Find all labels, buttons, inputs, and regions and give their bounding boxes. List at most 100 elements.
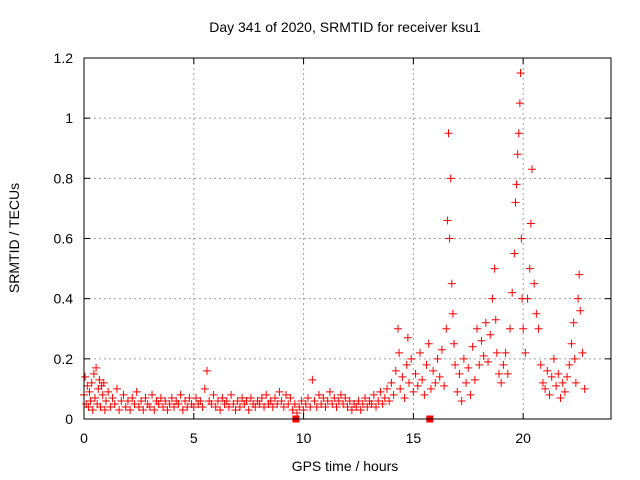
y-tick-label: 1 bbox=[65, 110, 73, 126]
data-marks bbox=[80, 69, 589, 423]
data-point bbox=[422, 360, 431, 369]
data-point bbox=[394, 324, 403, 333]
data-point bbox=[257, 393, 266, 402]
data-point bbox=[515, 99, 524, 108]
data-point bbox=[352, 402, 361, 411]
data-point bbox=[266, 396, 275, 405]
data-point bbox=[484, 357, 493, 366]
data-point bbox=[403, 333, 412, 342]
data-point bbox=[86, 396, 95, 405]
data-point bbox=[395, 348, 404, 357]
data-point bbox=[575, 270, 584, 279]
data-point bbox=[209, 390, 218, 399]
y-tick-label: 1.2 bbox=[54, 50, 74, 66]
data-point bbox=[464, 363, 473, 372]
data-point bbox=[372, 402, 381, 411]
axis-ticks bbox=[83, 57, 611, 420]
data-point bbox=[468, 342, 477, 351]
data-point bbox=[268, 402, 277, 411]
data-point bbox=[407, 354, 416, 363]
data-point bbox=[481, 318, 490, 327]
data-point bbox=[402, 360, 411, 369]
data-point bbox=[145, 402, 154, 411]
data-point bbox=[101, 396, 110, 405]
data-point bbox=[387, 378, 396, 387]
data-point bbox=[477, 336, 486, 345]
data-point bbox=[459, 354, 468, 363]
data-point bbox=[526, 219, 535, 228]
data-point bbox=[433, 354, 442, 363]
data-point bbox=[317, 399, 326, 408]
data-point bbox=[345, 396, 354, 405]
data-point bbox=[466, 390, 475, 399]
data-point bbox=[347, 405, 356, 414]
data-point bbox=[508, 288, 517, 297]
data-point bbox=[104, 387, 113, 396]
data-point bbox=[126, 405, 135, 414]
data-point bbox=[420, 390, 429, 399]
grid-lines bbox=[84, 58, 611, 419]
data-point bbox=[488, 294, 497, 303]
data-point bbox=[378, 399, 387, 408]
data-point bbox=[556, 393, 565, 402]
data-point bbox=[137, 396, 146, 405]
x-tick-label: 20 bbox=[515, 430, 531, 446]
data-point bbox=[119, 390, 128, 399]
data-point bbox=[323, 396, 332, 405]
data-point bbox=[578, 348, 587, 357]
data-point bbox=[178, 405, 187, 414]
data-point bbox=[404, 378, 413, 387]
data-point bbox=[558, 378, 567, 387]
data-point bbox=[334, 396, 343, 405]
data-point bbox=[275, 387, 284, 396]
data-point bbox=[100, 405, 109, 414]
data-point bbox=[443, 216, 452, 225]
data-point bbox=[532, 309, 541, 318]
data-point bbox=[563, 372, 572, 381]
data-point bbox=[336, 390, 345, 399]
data-point bbox=[286, 393, 295, 402]
x-tick-label: 15 bbox=[406, 430, 422, 446]
data-point bbox=[569, 318, 578, 327]
data-point bbox=[295, 402, 304, 411]
data-point bbox=[255, 399, 264, 408]
data-point bbox=[141, 393, 150, 402]
data-point bbox=[516, 69, 525, 78]
data-point bbox=[413, 381, 422, 390]
data-point bbox=[132, 387, 141, 396]
data-point bbox=[222, 396, 231, 405]
data-point bbox=[218, 393, 227, 402]
data-point bbox=[462, 378, 471, 387]
data-point bbox=[449, 339, 458, 348]
data-point bbox=[435, 372, 444, 381]
data-point bbox=[525, 264, 534, 273]
data-point bbox=[235, 402, 244, 411]
data-point bbox=[383, 384, 392, 393]
data-point bbox=[121, 402, 130, 411]
data-point bbox=[262, 390, 271, 399]
data-point bbox=[385, 396, 394, 405]
data-point bbox=[238, 393, 247, 402]
data-point bbox=[130, 399, 139, 408]
data-point bbox=[163, 405, 172, 414]
data-point bbox=[521, 348, 530, 357]
data-point bbox=[513, 150, 522, 159]
data-point bbox=[290, 399, 299, 408]
data-point bbox=[189, 402, 198, 411]
data-point bbox=[376, 387, 385, 396]
x-tick-label: 0 bbox=[80, 430, 88, 446]
data-point bbox=[198, 402, 207, 411]
data-point bbox=[455, 369, 464, 378]
data-point bbox=[411, 369, 420, 378]
data-point bbox=[271, 393, 280, 402]
data-point bbox=[510, 249, 519, 258]
data-point bbox=[552, 381, 561, 390]
data-point bbox=[447, 279, 456, 288]
data-point bbox=[374, 396, 383, 405]
data-point bbox=[479, 351, 488, 360]
data-point bbox=[231, 405, 240, 414]
data-point bbox=[96, 402, 105, 411]
data-point bbox=[90, 393, 99, 402]
data-point bbox=[176, 390, 185, 399]
